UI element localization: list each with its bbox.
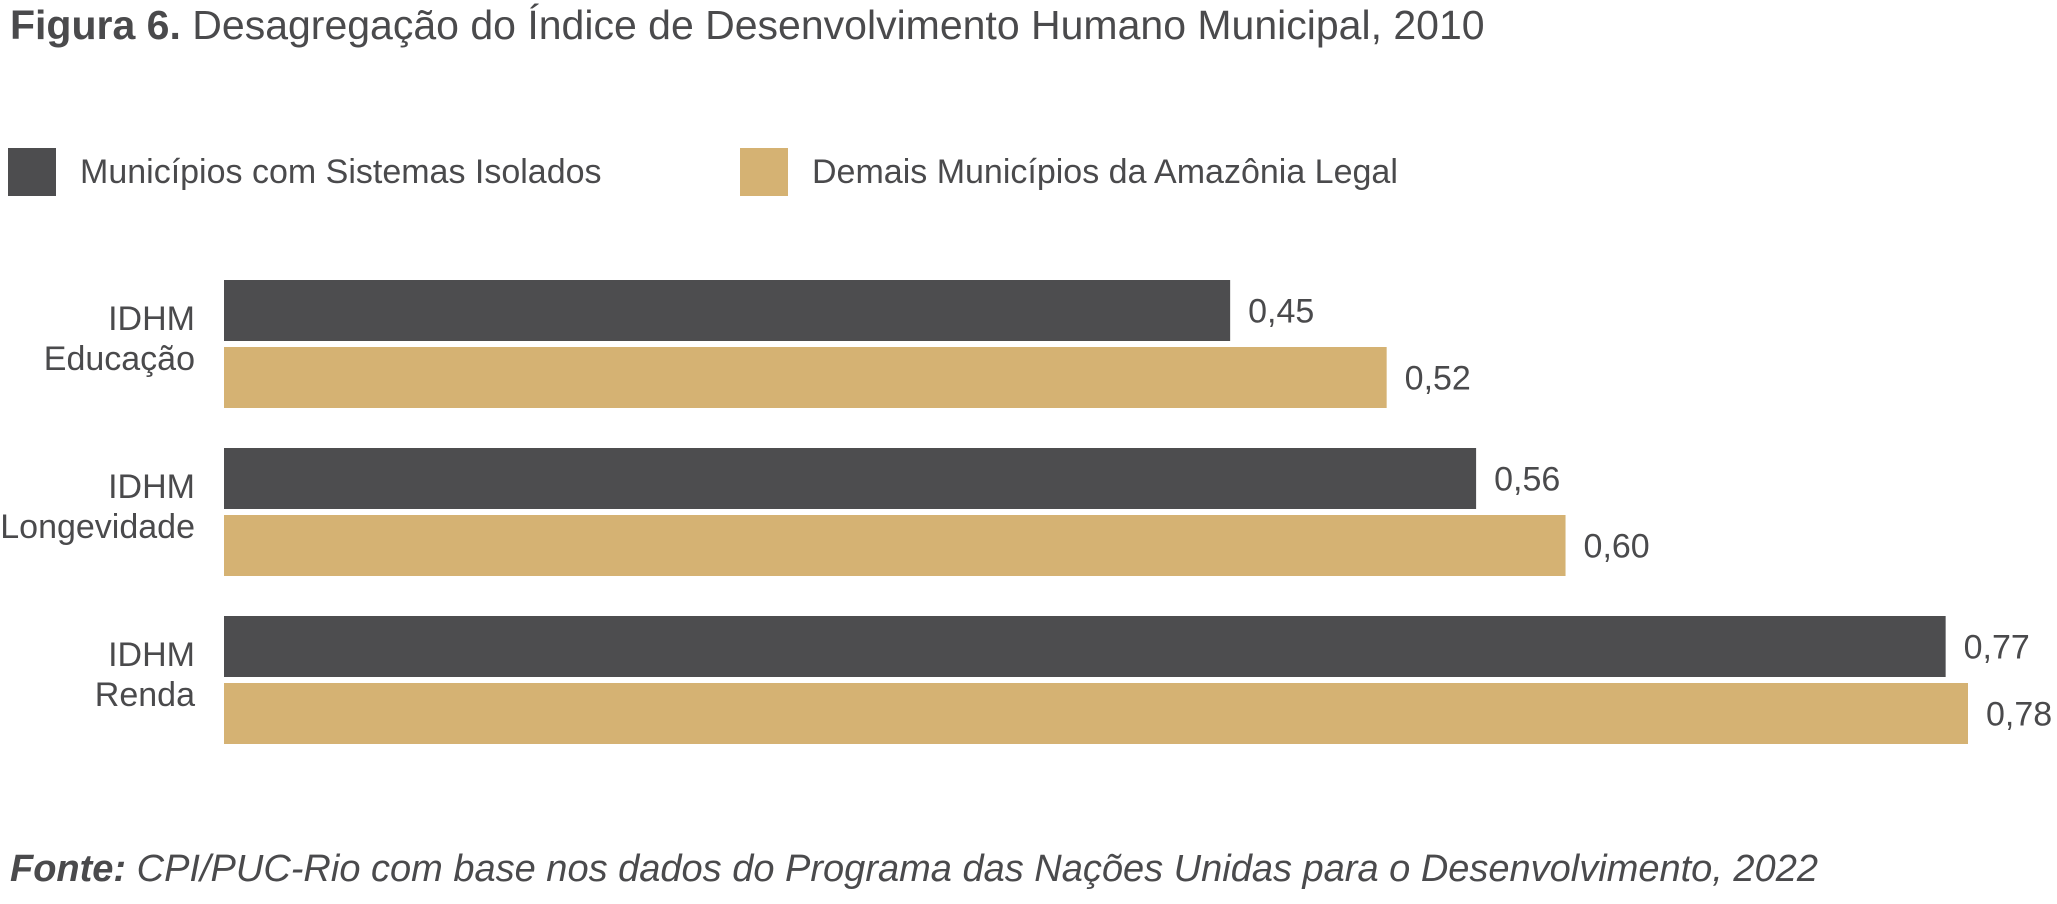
data-label-educacao-others: 0,52 — [1405, 360, 1471, 398]
bar-educacao-isolated — [224, 280, 1231, 341]
data-label-educacao-isolated: 0,45 — [1248, 293, 1314, 331]
legend-swatch-isolated — [8, 148, 56, 196]
category-label-educacao: IDHM Educação — [44, 300, 195, 378]
legend-swatch-others — [740, 148, 788, 196]
data-label-renda-isolated: 0,77 — [1964, 629, 2030, 667]
figure-number: Figura 6. — [10, 2, 181, 48]
legend-label-others: Demais Municípios da Amazônia Legal — [812, 153, 1398, 191]
category-label-longevidade: IDHM Longevidade — [0, 468, 195, 546]
chart-title: Figura 6. Desagregação do Índice de Dese… — [10, 2, 1485, 49]
source-note: Fonte: CPI/PUC-Rio com base nos dados do… — [10, 848, 1818, 891]
data-label-longevidade-others: 0,60 — [1584, 528, 1650, 566]
bar-educacao-others — [224, 347, 1387, 408]
data-label-renda-others: 0,78 — [1986, 696, 2052, 734]
bar-renda-others — [224, 683, 1968, 744]
data-label-longevidade-isolated: 0,56 — [1494, 461, 1560, 499]
source-label: Fonte: — [10, 848, 127, 890]
figure-title-text: Desagregação do Índice de Desenvolviment… — [192, 2, 1485, 48]
bar-renda-isolated — [224, 616, 1946, 677]
legend-label-isolated: Municípios com Sistemas Isolados — [80, 153, 602, 191]
bar-longevidade-others — [224, 515, 1566, 576]
category-label-renda: IDHM Renda — [95, 636, 195, 714]
source-text: CPI/PUC-Rio com base nos dados do Progra… — [136, 848, 1818, 890]
bar-longevidade-isolated — [224, 448, 1477, 509]
